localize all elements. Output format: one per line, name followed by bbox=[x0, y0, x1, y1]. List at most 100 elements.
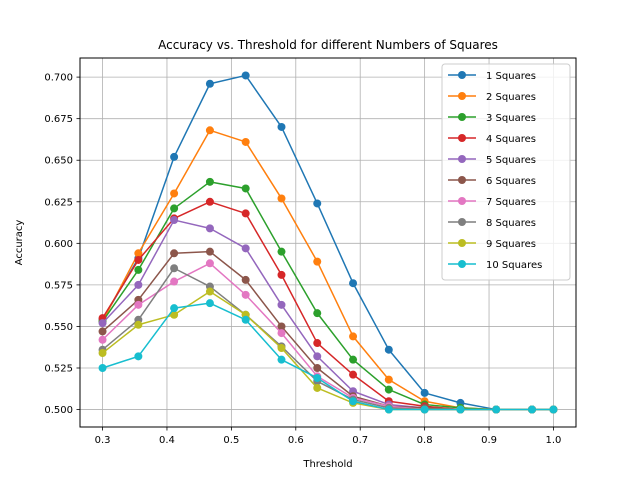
x-axis-ticks: 0.3 0.4 0.5 0.6 0.7 0.8 0.9 1.0 bbox=[95, 427, 562, 446]
data-point bbox=[205, 259, 214, 268]
data-point bbox=[277, 329, 286, 338]
x-tick-label: 0.5 bbox=[223, 435, 239, 446]
legend-marker bbox=[458, 176, 466, 184]
data-point bbox=[277, 194, 286, 203]
legend-label: 6 Squares bbox=[486, 176, 536, 187]
data-point bbox=[313, 363, 322, 372]
y-axis-ticks: 0.500 0.525 0.550 0.575 0.600 0.625 0.650 0.675… bbox=[44, 73, 80, 416]
data-point bbox=[384, 345, 393, 354]
series-line bbox=[102, 302, 554, 411]
data-point bbox=[313, 383, 322, 392]
data-point bbox=[134, 249, 143, 258]
y-axis-label: Accuracy bbox=[14, 220, 25, 266]
data-point bbox=[241, 244, 250, 253]
data-point bbox=[349, 397, 358, 406]
data-point bbox=[205, 177, 214, 186]
series-10-squares bbox=[98, 299, 558, 414]
data-point bbox=[241, 209, 250, 218]
data-point bbox=[98, 327, 107, 336]
data-point bbox=[205, 287, 214, 296]
data-point bbox=[98, 349, 107, 358]
legend-marker bbox=[458, 218, 466, 226]
x-tick-label: 0.9 bbox=[481, 435, 497, 446]
x-tick-label: 0.4 bbox=[159, 435, 175, 446]
data-point bbox=[241, 275, 250, 284]
data-point bbox=[349, 279, 358, 288]
series-line bbox=[101, 74, 554, 411]
legend-label: 2 Squares bbox=[486, 92, 536, 103]
legend-entry: 7 Squares bbox=[448, 197, 536, 208]
data-point bbox=[170, 249, 179, 258]
data-point bbox=[384, 375, 393, 384]
x-tick-label: 1.0 bbox=[546, 435, 562, 446]
x-tick-label: 0.8 bbox=[417, 435, 433, 446]
data-point bbox=[170, 216, 179, 225]
data-point bbox=[134, 265, 143, 274]
data-point bbox=[241, 184, 250, 193]
data-point bbox=[170, 204, 179, 213]
chart-title: Accuracy vs. Threshold for different Num… bbox=[158, 38, 498, 52]
data-point bbox=[98, 335, 107, 344]
legend-entry: 3 Squares bbox=[448, 113, 536, 124]
legend-marker bbox=[458, 197, 466, 205]
data-point bbox=[277, 322, 286, 331]
data-point bbox=[420, 405, 429, 414]
data-point bbox=[241, 290, 250, 299]
data-point bbox=[205, 197, 214, 206]
y-tick-label: 0.675 bbox=[44, 114, 73, 125]
y-tick-label: 0.600 bbox=[44, 239, 73, 250]
legend-label: 4 Squares bbox=[486, 134, 536, 145]
legend-marker bbox=[458, 260, 466, 268]
data-point bbox=[98, 363, 107, 372]
data-point bbox=[277, 270, 286, 279]
data-point bbox=[313, 257, 322, 266]
data-point bbox=[170, 310, 179, 319]
y-tick-label: 0.650 bbox=[44, 156, 73, 167]
data-point bbox=[241, 137, 250, 146]
data-point bbox=[492, 405, 501, 414]
data-point bbox=[134, 300, 143, 309]
data-point bbox=[205, 247, 214, 256]
legend-marker bbox=[458, 134, 466, 142]
x-tick-label: 0.3 bbox=[95, 435, 111, 446]
data-point bbox=[313, 352, 322, 361]
legend-marker bbox=[458, 155, 466, 163]
data-point bbox=[420, 388, 429, 397]
data-point bbox=[384, 405, 393, 414]
y-tick-label: 0.575 bbox=[44, 280, 73, 291]
legend-entry: 1 Squares bbox=[448, 71, 536, 82]
data-point bbox=[313, 309, 322, 318]
legend-label: 8 Squares bbox=[486, 218, 536, 229]
legend-entry: 6 Squares bbox=[448, 176, 536, 187]
x-tick-label: 0.6 bbox=[288, 435, 304, 446]
legend-marker bbox=[458, 92, 466, 100]
legend: 1 Squares 2 Squares 3 Squares 4 Squares 5 Sq… bbox=[441, 63, 571, 281]
data-point bbox=[134, 255, 143, 264]
data-point bbox=[170, 304, 179, 313]
data-point bbox=[134, 352, 143, 361]
data-point bbox=[349, 355, 358, 364]
data-point bbox=[313, 199, 322, 208]
legend-entry: 8 Squares bbox=[448, 218, 536, 229]
data-point bbox=[528, 405, 537, 414]
data-point bbox=[313, 373, 322, 382]
data-point bbox=[170, 152, 179, 161]
legend-label: 5 Squares bbox=[486, 155, 536, 166]
data-point bbox=[205, 79, 214, 88]
data-point bbox=[205, 224, 214, 233]
data-point bbox=[549, 405, 558, 414]
x-tick-label: 0.7 bbox=[352, 435, 368, 446]
data-point bbox=[384, 385, 393, 394]
data-point bbox=[98, 319, 107, 328]
legend-entry: 2 Squares bbox=[448, 92, 536, 103]
data-point bbox=[241, 315, 250, 324]
data-point bbox=[205, 126, 214, 135]
y-tick-label: 0.525 bbox=[44, 363, 73, 374]
data-point bbox=[456, 405, 465, 414]
plot-series bbox=[98, 71, 558, 414]
legend-label: 10 Squares bbox=[486, 260, 542, 271]
legend-label: 1 Squares bbox=[486, 71, 536, 82]
data-point bbox=[313, 339, 322, 348]
legend-label: 3 Squares bbox=[486, 113, 536, 124]
